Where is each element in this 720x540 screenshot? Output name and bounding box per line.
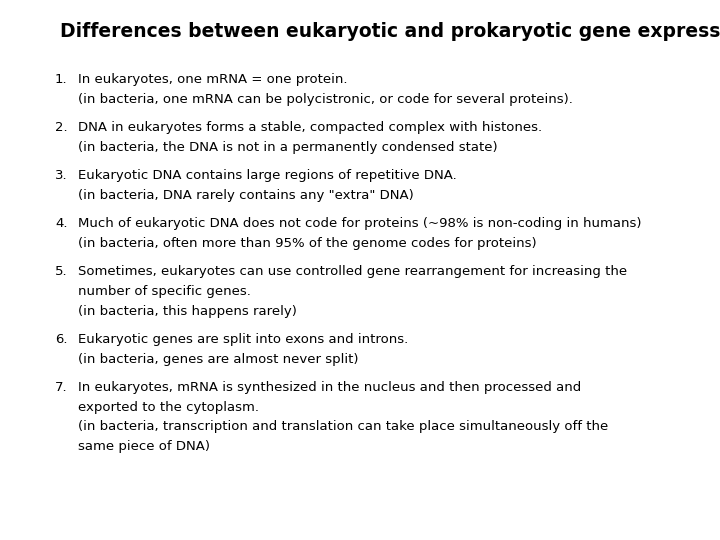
Text: exported to the cytoplasm.: exported to the cytoplasm.	[78, 401, 259, 414]
Text: (in bacteria, genes are almost never split): (in bacteria, genes are almost never spl…	[78, 353, 359, 366]
Text: number of specific genes.: number of specific genes.	[78, 285, 251, 298]
Text: DNA in eukaryotes forms a stable, compacted complex with histones.: DNA in eukaryotes forms a stable, compac…	[78, 121, 542, 134]
Text: Eukaryotic genes are split into exons and introns.: Eukaryotic genes are split into exons an…	[78, 333, 408, 346]
Text: (in bacteria, often more than 95% of the genome codes for proteins): (in bacteria, often more than 95% of the…	[78, 237, 536, 250]
Text: 6.: 6.	[55, 333, 68, 346]
Text: (in bacteria, DNA rarely contains any "extra" DNA): (in bacteria, DNA rarely contains any "e…	[78, 188, 414, 202]
Text: 7.: 7.	[55, 381, 68, 394]
Text: (in bacteria, one mRNA can be polycistronic, or code for several proteins).: (in bacteria, one mRNA can be polycistro…	[78, 93, 573, 106]
Text: Eukaryotic DNA contains large regions of repetitive DNA.: Eukaryotic DNA contains large regions of…	[78, 169, 456, 182]
Text: 4.: 4.	[55, 217, 68, 230]
Text: (in bacteria, this happens rarely): (in bacteria, this happens rarely)	[78, 305, 297, 318]
Text: 5.: 5.	[55, 265, 68, 278]
Text: 2.: 2.	[55, 121, 68, 134]
Text: (in bacteria, the DNA is not in a permanently condensed state): (in bacteria, the DNA is not in a perman…	[78, 140, 498, 154]
Text: In eukaryotes, one mRNA = one protein.: In eukaryotes, one mRNA = one protein.	[78, 73, 348, 86]
Text: Differences between eukaryotic and prokaryotic gene expression: Differences between eukaryotic and proka…	[60, 22, 720, 41]
Text: Much of eukaryotic DNA does not code for proteins (~98% is non-coding in humans): Much of eukaryotic DNA does not code for…	[78, 217, 642, 230]
Text: Sometimes, eukaryotes can use controlled gene rearrangement for increasing the: Sometimes, eukaryotes can use controlled…	[78, 265, 627, 278]
Text: 3.: 3.	[55, 169, 68, 182]
Text: (in bacteria, transcription and translation can take place simultaneously off th: (in bacteria, transcription and translat…	[78, 420, 608, 434]
Text: 1.: 1.	[55, 73, 68, 86]
Text: same piece of DNA): same piece of DNA)	[78, 440, 210, 453]
Text: In eukaryotes, mRNA is synthesized in the nucleus and then processed and: In eukaryotes, mRNA is synthesized in th…	[78, 381, 581, 394]
